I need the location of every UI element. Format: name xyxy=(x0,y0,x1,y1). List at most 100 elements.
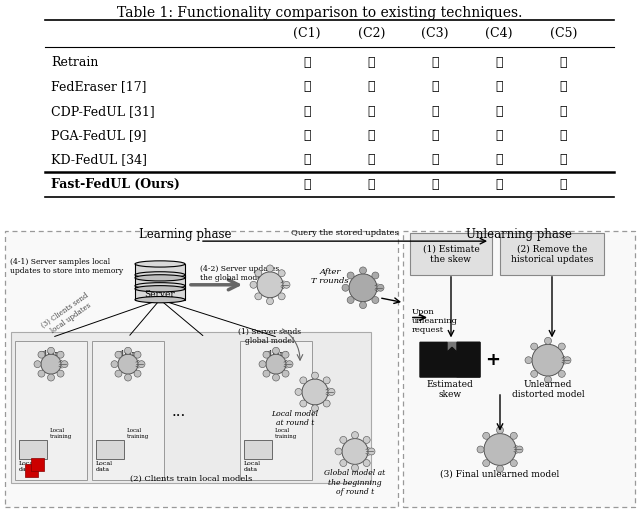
FancyBboxPatch shape xyxy=(403,231,635,507)
Text: ✓: ✓ xyxy=(495,178,503,191)
Text: ✓: ✓ xyxy=(431,56,439,69)
Polygon shape xyxy=(420,342,480,377)
Text: (C1): (C1) xyxy=(294,27,321,39)
Text: Client
2: Client 2 xyxy=(115,350,141,367)
Circle shape xyxy=(61,361,68,367)
Circle shape xyxy=(115,351,122,358)
Circle shape xyxy=(497,466,504,472)
Circle shape xyxy=(360,301,367,309)
Circle shape xyxy=(340,459,347,467)
Circle shape xyxy=(483,432,490,439)
Text: Table 1: Functionality comparison to existing techniques.: Table 1: Functionality comparison to exi… xyxy=(117,6,523,20)
Text: Local model
at round t: Local model at round t xyxy=(271,410,319,427)
Circle shape xyxy=(360,267,367,274)
Text: ✓: ✓ xyxy=(367,80,375,94)
Circle shape xyxy=(300,400,307,407)
Text: ✓: ✓ xyxy=(367,56,375,69)
Circle shape xyxy=(545,337,552,344)
Bar xyxy=(19,439,47,459)
Circle shape xyxy=(302,379,328,405)
Text: ✓: ✓ xyxy=(559,129,567,142)
Circle shape xyxy=(558,370,565,377)
Bar xyxy=(244,439,272,459)
Text: ✓: ✓ xyxy=(495,56,503,69)
Bar xyxy=(92,341,164,480)
Circle shape xyxy=(138,361,145,367)
Circle shape xyxy=(278,270,285,276)
Circle shape xyxy=(349,274,377,301)
Circle shape xyxy=(477,446,484,453)
Circle shape xyxy=(57,370,64,377)
Text: (C2): (C2) xyxy=(358,27,385,39)
Circle shape xyxy=(115,370,122,377)
Circle shape xyxy=(351,464,358,471)
Text: ✗: ✗ xyxy=(303,129,311,142)
Circle shape xyxy=(118,354,138,374)
Text: ✓: ✓ xyxy=(367,178,375,191)
Text: (4-1) Server samples local
updates to store into memory: (4-1) Server samples local updates to st… xyxy=(10,258,123,275)
Circle shape xyxy=(483,460,490,467)
Text: Client
k: Client k xyxy=(263,350,289,367)
Circle shape xyxy=(564,357,571,364)
Polygon shape xyxy=(447,342,480,377)
Circle shape xyxy=(312,405,319,412)
Circle shape xyxy=(342,284,349,291)
Circle shape xyxy=(278,293,285,300)
Text: (1) Server sends
global model: (1) Server sends global model xyxy=(239,328,301,344)
Circle shape xyxy=(497,427,504,434)
Text: After
T rounds: After T rounds xyxy=(311,268,349,285)
Circle shape xyxy=(363,436,370,444)
Ellipse shape xyxy=(135,272,185,278)
Text: ...: ... xyxy=(172,405,186,419)
Circle shape xyxy=(377,284,384,291)
Ellipse shape xyxy=(135,296,185,303)
Text: (C4): (C4) xyxy=(486,27,513,39)
Circle shape xyxy=(283,282,290,288)
Text: +: + xyxy=(486,351,500,369)
Circle shape xyxy=(282,370,289,377)
Circle shape xyxy=(312,372,319,379)
Text: ✓: ✓ xyxy=(559,178,567,191)
Bar xyxy=(240,341,312,480)
Circle shape xyxy=(363,459,370,467)
Circle shape xyxy=(266,298,273,305)
Text: ✗: ✗ xyxy=(559,56,567,69)
Bar xyxy=(135,286,185,299)
Text: Global model at
the beginning
of round t: Global model at the beginning of round t xyxy=(324,469,386,496)
Circle shape xyxy=(328,388,335,396)
Text: (C3): (C3) xyxy=(422,27,449,39)
Text: Fast-FedUL (Ours): Fast-FedUL (Ours) xyxy=(51,178,180,191)
Text: ✗: ✗ xyxy=(559,80,567,94)
Text: (3) Clients send
local updates: (3) Clients send local updates xyxy=(40,292,95,338)
Text: (C5): (C5) xyxy=(550,27,577,39)
Bar xyxy=(11,333,371,483)
Text: Learning phase: Learning phase xyxy=(139,228,231,241)
Ellipse shape xyxy=(135,283,185,289)
Circle shape xyxy=(47,347,54,354)
Circle shape xyxy=(342,438,368,464)
Circle shape xyxy=(125,347,131,354)
Text: ✓: ✓ xyxy=(495,105,503,118)
Circle shape xyxy=(273,347,280,354)
Circle shape xyxy=(368,448,375,455)
Circle shape xyxy=(335,448,342,455)
Text: (2) Remove the
historical updates: (2) Remove the historical updates xyxy=(511,244,593,264)
Ellipse shape xyxy=(135,286,185,292)
Text: FedEraser [17]: FedEraser [17] xyxy=(51,80,147,94)
Circle shape xyxy=(510,432,517,439)
FancyBboxPatch shape xyxy=(410,233,492,275)
Text: ✓: ✓ xyxy=(495,80,503,94)
Text: (4-2) Server updates
the global model: (4-2) Server updates the global model xyxy=(200,265,279,282)
Circle shape xyxy=(340,436,347,444)
Circle shape xyxy=(273,374,280,381)
Text: ✗: ✗ xyxy=(303,105,311,118)
Text: ✓: ✓ xyxy=(495,129,503,142)
FancyBboxPatch shape xyxy=(5,231,398,507)
Circle shape xyxy=(57,351,64,358)
Circle shape xyxy=(295,388,302,396)
Bar xyxy=(96,439,124,459)
Text: KD-FedUL [34]: KD-FedUL [34] xyxy=(51,153,147,167)
Text: ✗: ✗ xyxy=(495,153,503,167)
Circle shape xyxy=(347,272,354,279)
Circle shape xyxy=(34,361,41,367)
